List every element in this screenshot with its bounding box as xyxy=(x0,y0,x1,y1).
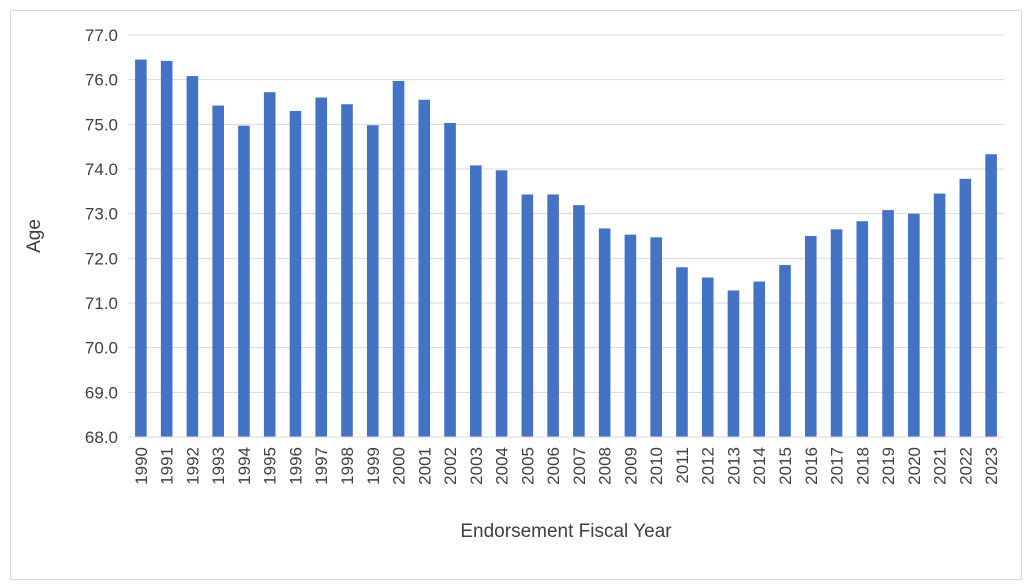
x-tick-label: 2019 xyxy=(879,447,898,485)
y-tick-label: 69.0 xyxy=(85,383,118,402)
x-tick-label: 1991 xyxy=(158,447,177,485)
y-tick-labels: 68.0 69.0 70.0 71.0 72.0 73.0 74.0 75.0 76.0 77.0 xyxy=(85,26,118,447)
x-tick-label: 2014 xyxy=(750,447,769,485)
bar-1992 xyxy=(186,76,199,438)
bar-1991 xyxy=(160,60,173,437)
bar-2015 xyxy=(779,265,791,437)
x-tick-label: 2011 xyxy=(673,447,692,484)
bar-1998 xyxy=(341,104,353,437)
y-tick-label: 72.0 xyxy=(85,249,118,268)
chart-frame xyxy=(10,10,1022,580)
x-tick-label: 2006 xyxy=(544,447,563,485)
y-tick-label: 68.0 xyxy=(85,428,118,447)
bar-2018 xyxy=(856,221,869,437)
bar-2001 xyxy=(418,99,431,438)
x-tick-label: 2000 xyxy=(390,447,409,485)
bar-2007 xyxy=(573,205,585,437)
x-tick-label: 1992 xyxy=(183,447,202,485)
x-tick-labels: 1990 1991 1992 1993 1994 1995 1996 1997 1998 1999… xyxy=(132,447,1001,485)
bar-2010 xyxy=(650,237,662,437)
x-tick-label: 2015 xyxy=(776,447,795,485)
x-tick-label: 2016 xyxy=(802,447,821,485)
bar-2003 xyxy=(470,165,482,437)
x-tick-label: 2023 xyxy=(982,447,1001,485)
bar-2017 xyxy=(830,229,843,437)
x-tick-label: 2013 xyxy=(724,447,743,485)
x-tick-label: 1997 xyxy=(312,447,331,485)
bar-2005 xyxy=(521,194,534,437)
x-tick-label: 1996 xyxy=(286,447,305,485)
bar-2000 xyxy=(392,81,405,438)
x-tick-label: 1993 xyxy=(209,447,228,485)
y-axis-title: Age xyxy=(24,219,45,253)
bar-2016 xyxy=(804,236,817,437)
y-tick-label: 71.0 xyxy=(85,294,118,313)
x-tick-label: 1990 xyxy=(132,447,151,485)
x-axis-title: Endorsement Fiscal Year xyxy=(460,521,672,542)
bars xyxy=(135,59,997,438)
bar-2008 xyxy=(598,228,611,437)
bar-1997 xyxy=(315,97,328,438)
x-tick-label: 2008 xyxy=(596,447,615,485)
x-tick-label: 2001 xyxy=(415,447,434,485)
bar-2022 xyxy=(959,178,972,437)
bar-2009 xyxy=(624,234,637,437)
bar-2019 xyxy=(882,210,894,437)
y-tick-label: 75.0 xyxy=(85,115,118,134)
bar-2004 xyxy=(495,170,508,437)
x-tick-label: 1994 xyxy=(235,447,254,485)
bar-2002 xyxy=(444,122,456,437)
y-tick-label: 73.0 xyxy=(85,205,118,224)
x-tick-label: 1999 xyxy=(364,447,383,485)
x-tick-label: 2012 xyxy=(699,447,718,485)
bar-2020 xyxy=(908,213,920,437)
bar-2023 xyxy=(985,154,997,437)
x-tick-label: 2010 xyxy=(647,447,666,485)
bar-2014 xyxy=(753,281,766,437)
bar-1995 xyxy=(263,92,276,437)
x-tick-label: 2003 xyxy=(467,447,486,485)
x-tick-label: 2009 xyxy=(621,447,640,485)
gridlines xyxy=(128,34,1004,393)
x-tick-label: 2002 xyxy=(441,447,460,485)
x-tick-label: 2004 xyxy=(493,447,512,485)
bar-2012 xyxy=(701,277,714,437)
y-tick-label: 70.0 xyxy=(85,339,118,358)
x-tick-label: 2017 xyxy=(828,447,847,485)
x-tick-label: 2021 xyxy=(931,447,950,485)
bar-1996 xyxy=(289,110,302,437)
y-tick-label: 74.0 xyxy=(85,160,118,179)
bar-1990 xyxy=(135,59,147,438)
bar-1999 xyxy=(366,125,379,437)
y-tick-label: 77.0 xyxy=(85,26,118,45)
y-tick-label: 76.0 xyxy=(85,71,118,90)
bar-2006 xyxy=(547,194,559,437)
x-tick-label: 2020 xyxy=(905,447,924,485)
x-tick-label: 2007 xyxy=(570,447,589,485)
bar-2011 xyxy=(676,267,688,437)
bar-2013 xyxy=(727,290,740,437)
x-tick-label: 2018 xyxy=(853,447,872,485)
x-tick-label: 2022 xyxy=(956,447,975,485)
bar-2021 xyxy=(933,193,946,437)
x-tick-label: 1998 xyxy=(338,447,357,485)
bar-1993 xyxy=(212,105,224,437)
x-tick-label: 1995 xyxy=(261,447,280,485)
x-tick-label: 2005 xyxy=(518,447,537,485)
bar-1994 xyxy=(238,125,250,437)
